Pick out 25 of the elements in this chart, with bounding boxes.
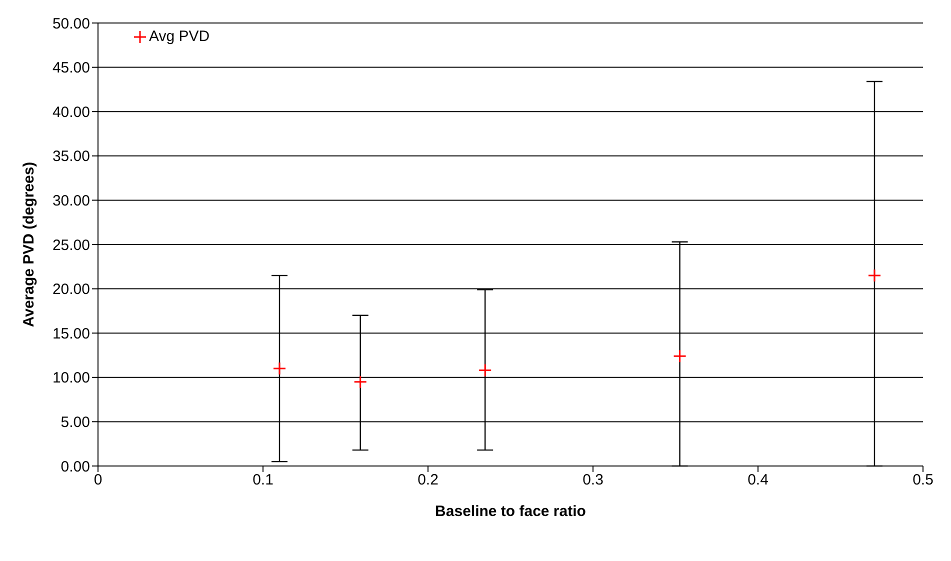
point	[673, 349, 687, 363]
legend-label: Avg PVD	[149, 28, 210, 45]
y-tick-label: 50.00	[52, 15, 90, 32]
x-tick-label: 0.1	[252, 472, 274, 489]
x-tick-label: 0.4	[748, 472, 768, 489]
y-tick-label: 0.00	[60, 458, 90, 476]
y-axis-title: Average PVD (degrees)	[20, 162, 38, 328]
point	[478, 364, 492, 378]
y-tick-label: 15.00	[52, 325, 90, 342]
x-axis-title: Baseline to face ratio	[435, 503, 586, 520]
y-tick-label: 20.00	[52, 281, 90, 298]
y-tick-label: 5.00	[60, 414, 90, 432]
y-tick-label: 35.00	[52, 148, 90, 166]
x-tick-label: 0	[94, 472, 102, 489]
y-tick-label: 10.00	[52, 370, 90, 387]
point	[354, 375, 368, 389]
y-tick-label: 45.00	[52, 60, 90, 77]
y-tick-label: 30.00	[52, 192, 90, 210]
x-tick-label: 0.5	[912, 472, 934, 489]
x-tick-label: 0.2	[418, 472, 438, 489]
point	[868, 268, 882, 282]
x-tick-label: 0.3	[582, 472, 604, 489]
y-tick-label: 25.00	[52, 236, 90, 254]
y-tick-label: 40.00	[52, 104, 90, 121]
point	[272, 362, 286, 376]
